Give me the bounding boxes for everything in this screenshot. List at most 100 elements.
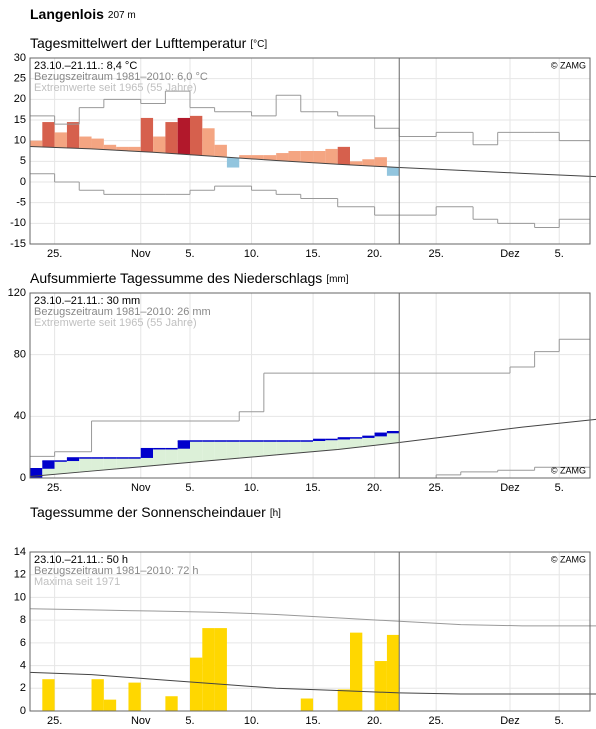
daily-increment bbox=[140, 448, 154, 458]
y-tick-label: 5 bbox=[20, 155, 26, 167]
chart-title: Aufsummierte Tagessumme des Niederschlag… bbox=[30, 270, 349, 286]
chart: Aufsummierte Tagessumme des Niederschlag… bbox=[8, 270, 596, 494]
y-tick-label: 12 bbox=[14, 569, 26, 581]
bar bbox=[190, 657, 203, 711]
plot-area bbox=[30, 552, 590, 711]
y-tick-label: 25 bbox=[14, 73, 26, 85]
anomaly-area bbox=[226, 441, 240, 459]
anomaly-area bbox=[386, 431, 400, 444]
source: © ZAMG bbox=[551, 465, 586, 475]
bar bbox=[165, 696, 178, 711]
note: 23.10.–21.11.: 30 mm bbox=[34, 295, 140, 307]
anomaly-area bbox=[128, 457, 141, 468]
anomaly-bar bbox=[226, 157, 240, 168]
anomaly-area bbox=[300, 441, 314, 453]
daily-increment bbox=[313, 439, 326, 441]
x-tick-label: 25. bbox=[429, 248, 444, 260]
anomaly-area bbox=[251, 441, 264, 457]
anomaly-bar bbox=[177, 117, 190, 155]
elevation: 207 m bbox=[108, 10, 136, 21]
daily-increment bbox=[374, 433, 387, 437]
x-tick-label: 25. bbox=[47, 482, 62, 494]
daily-increment bbox=[30, 468, 43, 478]
mean-line bbox=[29, 671, 596, 695]
anomaly-bar bbox=[103, 144, 117, 150]
unit: [°C] bbox=[250, 39, 267, 50]
y-tick-label: 6 bbox=[20, 637, 26, 649]
y-tick-label: 30 bbox=[14, 52, 26, 64]
bar bbox=[350, 632, 363, 711]
anomaly-bar bbox=[202, 128, 215, 156]
anomaly-area bbox=[214, 441, 227, 460]
y-tick-label: 0 bbox=[20, 705, 26, 717]
x-tick-label: 10. bbox=[244, 715, 259, 727]
x-tick-label: Nov bbox=[131, 482, 151, 494]
daily-increment bbox=[177, 441, 190, 449]
anomaly-bar bbox=[251, 155, 264, 160]
plot-frame bbox=[29, 551, 591, 712]
anomaly-area bbox=[165, 448, 178, 465]
source: © ZAMG bbox=[551, 60, 586, 70]
y-tick-label: 15 bbox=[14, 114, 26, 126]
note: 23.10.–21.11.: 50 h bbox=[34, 554, 128, 566]
y-tick-label: 10 bbox=[14, 591, 26, 603]
plot-frame bbox=[29, 292, 591, 479]
y-tick-label: 2 bbox=[20, 682, 26, 694]
anomaly-bar bbox=[288, 151, 301, 162]
anomaly-area bbox=[91, 457, 104, 471]
max-line bbox=[29, 608, 596, 627]
title-text: Tagesmittelwert der Lufttemperatur bbox=[30, 35, 247, 51]
bar bbox=[103, 699, 117, 711]
bar bbox=[202, 628, 215, 711]
x-tick-label: 15. bbox=[305, 715, 320, 727]
x-tick-label: 25. bbox=[47, 715, 62, 727]
anomaly-bar bbox=[300, 151, 314, 163]
note: Extremwerte seit 1965 (55 Jahre) bbox=[34, 317, 197, 329]
x-tick-label: 5. bbox=[555, 248, 564, 260]
x-tick-label: Nov bbox=[131, 715, 151, 727]
anomaly-bar bbox=[79, 136, 92, 149]
daily-increment bbox=[386, 431, 400, 434]
chart: Tagessumme der Sonnenscheindauer [h] 0 2 4 6 8… bbox=[14, 504, 596, 727]
bar bbox=[300, 698, 314, 711]
bar bbox=[42, 679, 55, 711]
title-text: Tagessumme der Sonnenscheindauer bbox=[30, 504, 266, 520]
anomaly-bar bbox=[350, 161, 363, 166]
anomaly-bar bbox=[116, 146, 129, 151]
anomaly-bar bbox=[42, 122, 55, 148]
x-tick-label: 25. bbox=[429, 715, 444, 727]
anomaly-area bbox=[116, 457, 129, 469]
x-tick-label: Nov bbox=[131, 248, 151, 260]
anomaly-bar bbox=[66, 122, 80, 149]
x-tick-label: 15. bbox=[305, 482, 320, 494]
bar bbox=[374, 661, 387, 711]
anomaly-area bbox=[276, 441, 289, 455]
unit: [h] bbox=[270, 508, 281, 519]
bar bbox=[214, 628, 227, 711]
y-tick-label: 4 bbox=[20, 659, 26, 671]
anomaly-bar bbox=[190, 115, 203, 156]
anomaly-area bbox=[374, 433, 387, 445]
x-tick-label: 5. bbox=[185, 248, 194, 260]
x-tick-label: 10. bbox=[244, 482, 259, 494]
chart: Tagesmittelwert der Lufttemperatur [°C] -1… bbox=[10, 35, 596, 260]
x-tick-label: 10. bbox=[244, 248, 259, 260]
y-tick-label: 14 bbox=[14, 546, 26, 558]
x-tick-label: 25. bbox=[429, 482, 444, 494]
plot-frame bbox=[29, 57, 591, 245]
anomaly-area bbox=[103, 457, 117, 470]
x-tick-label: 15. bbox=[305, 248, 320, 260]
anomaly-bar bbox=[313, 151, 326, 164]
y-tick-label: 20 bbox=[14, 93, 26, 105]
anomaly-area bbox=[325, 439, 338, 451]
station-name: Langenlois bbox=[30, 6, 104, 22]
bar bbox=[337, 689, 350, 711]
y-tick-label: -10 bbox=[10, 217, 26, 229]
y-tick-label: 40 bbox=[14, 410, 26, 422]
note: 23.10.–21.11.: 8,4 °C bbox=[34, 60, 137, 72]
chart-title: Tagesmittelwert der Lufttemperatur [°C] bbox=[30, 35, 267, 51]
anomaly-bar bbox=[362, 159, 375, 166]
note: Maxima seit 1971 bbox=[34, 576, 120, 588]
anomaly-area bbox=[239, 441, 252, 458]
